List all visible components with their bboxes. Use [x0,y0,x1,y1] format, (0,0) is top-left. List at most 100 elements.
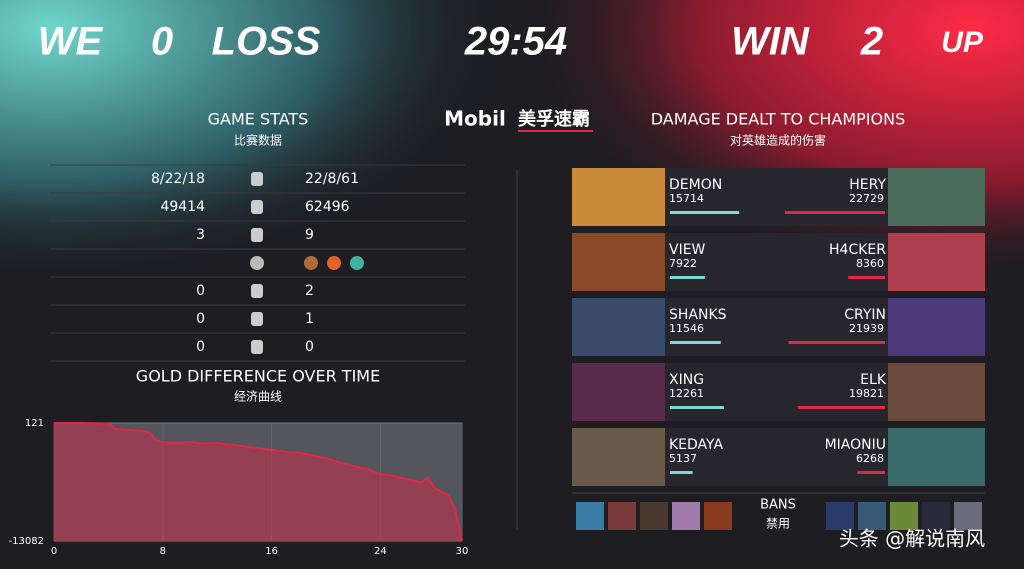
damage-bar [670,276,705,279]
area [54,423,462,541]
x-tick-label: 16 [265,546,278,557]
stat-right: 9 [305,227,314,243]
stat-right: 22/8/61 [305,171,359,187]
stat-right: 2 [305,283,314,299]
player-name: DEMON [669,177,722,193]
line [54,422,463,542]
section-subtitle: 经济曲线 [234,389,282,404]
team-logo: WE [38,20,104,64]
result: LOSS [212,20,321,64]
plot-bg [54,423,462,541]
dragon-icon [250,256,264,270]
sponsor-name: 美孚速霸 [518,108,590,130]
stat-icon [251,284,263,298]
score: 0 [151,20,173,64]
x-tick-label: 30 [456,546,469,557]
stat-right: 1 [305,311,314,327]
damage-value: 8360 [856,257,884,270]
portrait [572,363,665,421]
damage-value: 21939 [849,322,884,335]
underline [518,130,593,132]
section-subtitle: 比赛数据 [234,133,282,148]
dragon-icon [304,256,318,270]
bans [576,502,982,530]
ban-icon [858,502,886,530]
ban-icon [922,502,950,530]
damage-bar [788,341,885,344]
y-tick-label: -13082 [9,536,44,547]
portrait [572,428,665,486]
stat-icon [251,312,263,326]
section-title: DAMAGE DEALT TO CHAMPIONS [651,110,905,129]
stat-left: 3 [196,227,205,243]
bans-subtitle: 禁用 [766,517,790,531]
player-name: ELK [860,372,887,388]
portrait [888,168,985,226]
damage-value: 5137 [669,452,697,465]
player-name: XING [669,372,704,388]
ban-icon [826,502,854,530]
stat-left: 0 [196,283,205,299]
player-name: H4CKER [829,242,886,258]
stat-right: 62496 [305,199,350,215]
player-name: KEDAYA [669,437,724,453]
watermark: 头条 @解说南风 [839,527,985,551]
stat-left: 8/22/18 [151,171,205,187]
score: 2 [860,20,883,64]
damage-bar [670,471,693,474]
damage-value: 19821 [849,387,884,400]
stat-left: 49414 [160,199,205,215]
player-name: SHANKS [669,307,727,323]
ban-icon [954,502,982,530]
stat-left: 0 [196,339,205,355]
damage-bar [670,341,721,344]
x-tick-label: 8 [160,546,166,557]
portrait [572,298,665,356]
dragon-icon [350,256,364,270]
portrait [888,363,985,421]
result: WIN [731,20,810,64]
player-name: CRYIN [844,307,886,323]
dragon-icon [327,256,341,270]
portrait [888,298,985,356]
player-name: VIEW [669,242,706,258]
section-title: GAME STATS [208,110,309,129]
x-tick-label: 24 [374,546,387,557]
ban-icon [640,502,668,530]
team-logo: UP [941,26,984,59]
ban-icon [890,502,918,530]
ban-icon [608,502,636,530]
damage-bar [848,276,885,279]
dragon-row [250,256,364,270]
portrait [888,233,985,291]
ban-icon [576,502,604,530]
portrait [888,428,985,486]
damage-bar [670,406,724,409]
bans-title: BANS [760,498,796,513]
damage-bar [797,406,885,409]
sponsor-brand: Mobil [444,107,506,131]
damage-value: 15714 [669,192,704,205]
timer: 29:54 [464,20,567,64]
portrait [572,168,665,226]
damage-bar [785,211,885,214]
stat-icon [251,340,263,354]
ban-icon [704,502,732,530]
stat-left: 0 [196,311,205,327]
section-title: GOLD DIFFERENCE OVER TIME [136,367,380,386]
stat-icon [251,172,263,186]
ban-icon [672,502,700,530]
player-name: MIAONIU [825,437,886,453]
stat-right: 0 [305,339,314,355]
x-tick-label: 0 [51,546,57,557]
player-name: HERY [849,177,886,193]
section-subtitle: 对英雄造成的伤害 [730,133,826,148]
stat-icon [251,200,263,214]
damage-value: 7922 [669,257,697,270]
y-tick-label: 121 [25,418,44,429]
stat-icon [251,228,263,242]
portrait [572,233,665,291]
damage-value: 12261 [669,387,704,400]
